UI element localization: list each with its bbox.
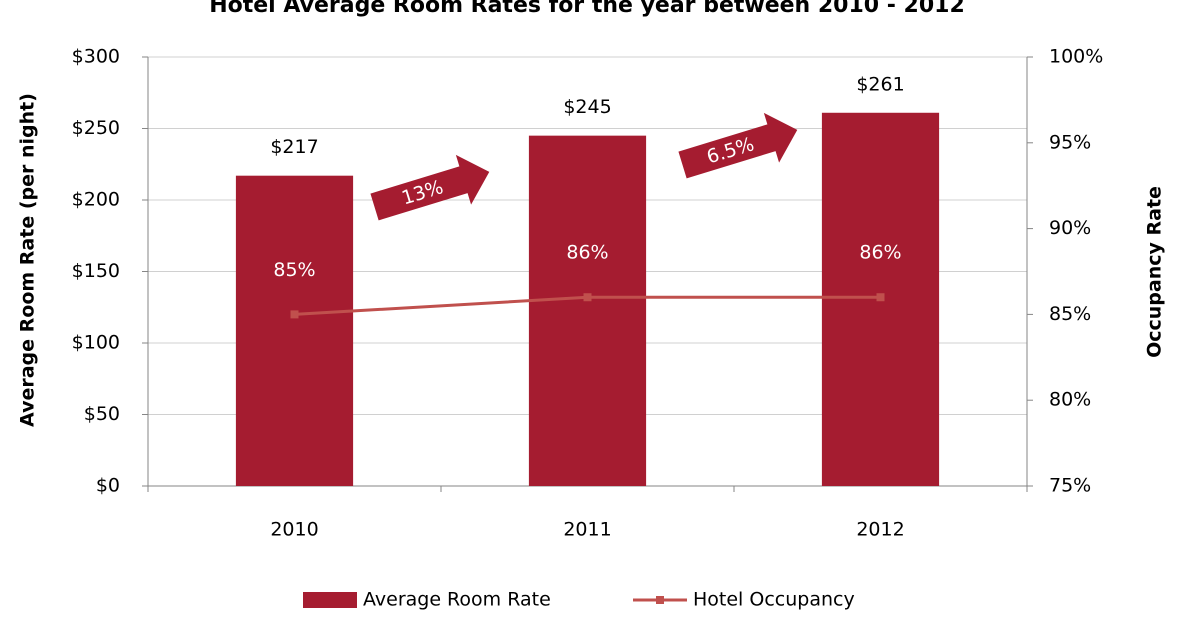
y-tick-label: $200 [72, 189, 120, 211]
y2-tick-label: 95% [1049, 131, 1091, 153]
y2-tick-label: 90% [1049, 217, 1091, 239]
y-tick-label: $0 [96, 475, 120, 497]
chart-title: Hotel Average Room Rates for the year be… [209, 0, 965, 18]
y-tick-label: $300 [72, 46, 120, 68]
bar-value-label: $261 [856, 73, 904, 95]
bar-value-label: $245 [563, 96, 611, 118]
x-tick-label: 2012 [856, 519, 904, 541]
growth-arrow: 6.5% [678, 112, 798, 179]
bar [235, 175, 354, 486]
y2-tick-label: 80% [1049, 389, 1091, 411]
line-marker [290, 310, 299, 319]
y2-tick-label: 75% [1049, 475, 1091, 497]
y-tick-label: $100 [72, 332, 120, 354]
x-tick-label: 2011 [563, 519, 611, 541]
x-tick-label: 2010 [270, 519, 318, 541]
arrow-shape [370, 154, 490, 221]
growth-arrow: 13% [370, 154, 490, 221]
y2-tick-label: 85% [1049, 303, 1091, 325]
bar [528, 135, 647, 486]
y2-axis-title: Occupancy Rate [1144, 186, 1166, 358]
y2-tick-label: 100% [1049, 46, 1103, 68]
legend-swatch [303, 592, 357, 608]
y-tick-label: $150 [72, 260, 120, 282]
line-value-label: 86% [566, 242, 608, 264]
bar-value-label: $217 [270, 136, 318, 158]
y-axis-title: Average Room Rate (per night) [17, 93, 39, 427]
y-tick-label: $250 [72, 117, 120, 139]
arrow-shape [678, 112, 798, 179]
line-marker [583, 293, 592, 302]
line-marker [876, 293, 885, 302]
y-tick-label: $50 [84, 403, 120, 425]
legend-label: Hotel Occupancy [693, 589, 855, 611]
line-value-label: 86% [859, 242, 901, 264]
legend-label: Average Room Rate [363, 589, 551, 611]
legend-marker [656, 596, 664, 604]
line-value-label: 85% [273, 259, 315, 281]
